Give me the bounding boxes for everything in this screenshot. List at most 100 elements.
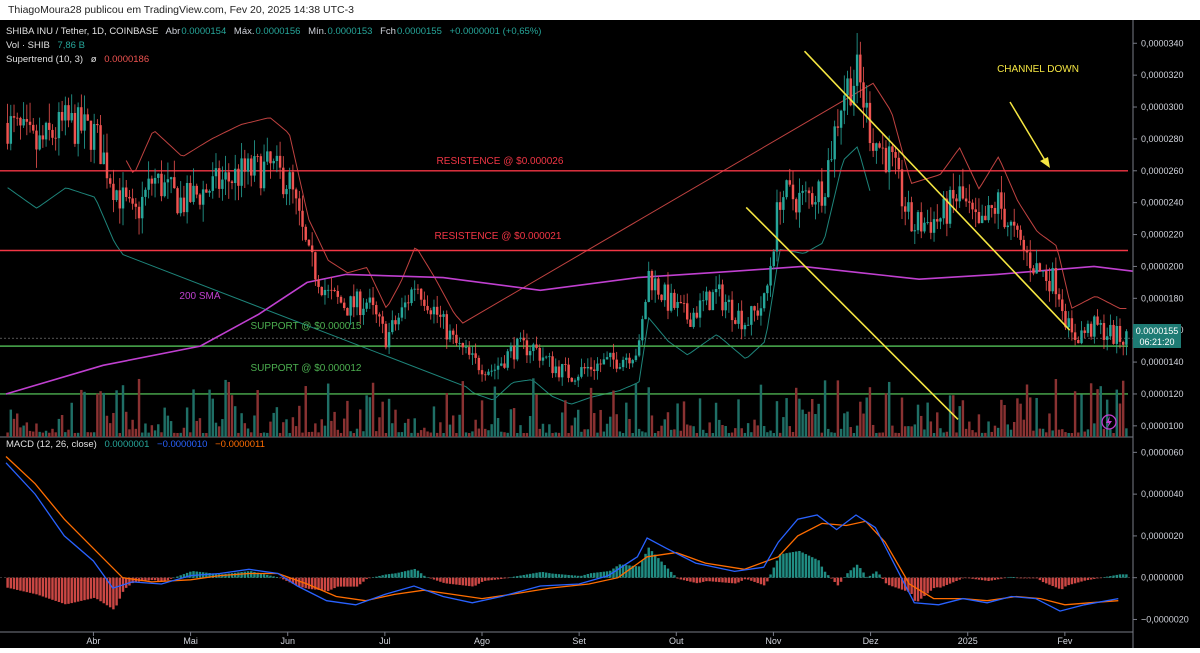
- candle-body: [240, 158, 243, 186]
- macd-histogram-bar: [804, 554, 808, 578]
- macd-histogram-bar: [118, 577, 122, 599]
- candle-body: [964, 198, 968, 202]
- macd-histogram-bar: [1025, 577, 1029, 579]
- volume-bar: [413, 418, 416, 437]
- volume-bar: [811, 398, 814, 437]
- macd-histogram-bar: [605, 571, 609, 578]
- volume-bar: [730, 432, 734, 437]
- volume-bar: [955, 432, 958, 437]
- macd-histogram-bar: [1096, 577, 1099, 579]
- volume-bar: [750, 432, 753, 437]
- macd-histogram-bar: [509, 577, 513, 578]
- volume-bar: [387, 398, 391, 437]
- candle-body: [250, 158, 253, 176]
- candle-body: [9, 116, 13, 144]
- volume-bar: [22, 425, 25, 437]
- price-tick-label: 0,0000100: [1141, 421, 1184, 431]
- macd-histogram-bar: [230, 573, 234, 578]
- candle-body: [378, 314, 381, 317]
- candle-body: [666, 284, 670, 311]
- volume-bar: [224, 379, 227, 437]
- candle-body: [878, 143, 881, 148]
- candle-body: [660, 294, 663, 301]
- volume-bar: [573, 417, 577, 437]
- macd-histogram-bar: [445, 577, 449, 584]
- volume-bar: [250, 432, 253, 437]
- lightning-icon[interactable]: [1101, 414, 1117, 430]
- macd-histogram-bar: [958, 577, 961, 580]
- candle-body: [458, 343, 461, 344]
- candle-body: [484, 374, 487, 376]
- macd-histogram-bar: [262, 574, 266, 578]
- volume-bar: [512, 408, 516, 437]
- candle-body: [894, 152, 897, 158]
- volume-bar: [346, 400, 349, 437]
- candle-body: [115, 190, 118, 201]
- volume-bar: [468, 432, 471, 437]
- volume-bar: [1077, 432, 1080, 437]
- volume-bar: [44, 430, 48, 437]
- candle-body: [746, 324, 750, 326]
- macd-histogram-bar: [484, 577, 487, 581]
- volume-bar: [320, 419, 323, 437]
- candle-body: [538, 347, 541, 361]
- volume-bar: [718, 419, 721, 437]
- candle-body: [439, 314, 442, 317]
- candle-body: [490, 370, 493, 372]
- volume-bar: [1102, 428, 1106, 437]
- candle-body: [1089, 323, 1093, 337]
- volume-bar: [1121, 380, 1125, 437]
- candle-body: [150, 178, 154, 184]
- macd-histogram-bar: [980, 577, 984, 581]
- price-tick-label: 0,0000120: [1141, 389, 1184, 399]
- volume-bar: [25, 422, 29, 437]
- chart-area[interactable]: 0,00003600,00003400,00003200,00003000,00…: [0, 6, 1200, 648]
- macd-histogram-bar: [28, 577, 32, 593]
- macd-histogram-bar: [682, 577, 686, 581]
- candle-body: [650, 270, 654, 291]
- candle-body: [811, 193, 814, 205]
- volume-bar: [211, 398, 214, 437]
- candle-body: [1115, 325, 1118, 344]
- volume-bar: [1064, 432, 1067, 437]
- candle-body: [426, 305, 429, 311]
- candle-body: [637, 340, 641, 356]
- macd-histogram-bar: [48, 577, 51, 599]
- volume-bar: [28, 430, 32, 437]
- sma-label: 200 SMA: [179, 291, 220, 302]
- candle-body: [153, 177, 157, 184]
- candle-body: [618, 367, 622, 369]
- candle-body: [144, 189, 147, 197]
- volume-bar: [682, 401, 686, 437]
- macd-histogram-bar: [1105, 576, 1109, 578]
- volume-bar: [1125, 428, 1128, 437]
- volume-bar: [419, 430, 423, 437]
- volume-bar: [1067, 432, 1070, 437]
- candle-body: [51, 129, 54, 138]
- channel-arrow-head: [1040, 157, 1050, 168]
- candle-body: [567, 364, 570, 378]
- candle-body: [326, 289, 330, 291]
- macd-histogram-bar: [1054, 577, 1058, 588]
- macd-signal-line: [5, 456, 1119, 606]
- candle-body: [554, 366, 557, 374]
- volume-bar: [301, 432, 304, 437]
- macd-histogram-bar: [189, 571, 192, 578]
- macd-histogram-bar: [894, 577, 897, 588]
- volume-bar: [625, 402, 628, 437]
- price-chart-svg[interactable]: 0,00003600,00003400,00003200,00003000,00…: [0, 6, 1200, 648]
- volume-bar: [182, 427, 186, 437]
- macd-histogram-bar: [657, 558, 660, 578]
- macd-histogram-bar: [182, 574, 186, 578]
- volume-bar: [1057, 429, 1061, 437]
- macd-histogram-bar: [487, 577, 490, 581]
- macd-histogram-bar: [948, 577, 952, 584]
- volume-bar: [929, 421, 933, 437]
- volume-bar: [605, 423, 609, 437]
- attribution-bar: ThiagoMoura28 publicou em TradingView.co…: [0, 0, 1200, 20]
- volume-bar: [881, 432, 884, 437]
- candle-body: [134, 203, 138, 207]
- volume-bar: [32, 431, 35, 437]
- volume-bar: [150, 425, 154, 437]
- volume-bar: [1000, 399, 1003, 437]
